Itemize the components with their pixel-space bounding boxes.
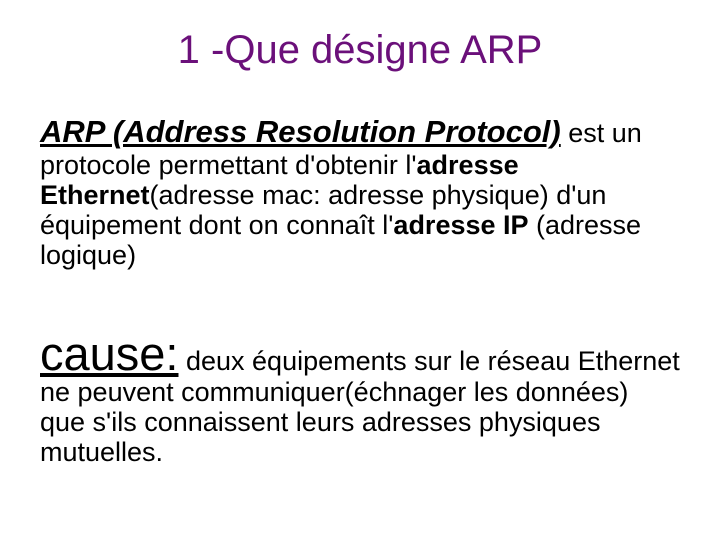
paragraph-arp-definition: ARP (Address Resolution Protocol) est un… — [40, 115, 680, 271]
slide: 1 -Que désigne ARP ARP (Address Resoluti… — [0, 0, 720, 540]
arp-term: ARP (Address Resolution Protocol) — [40, 114, 561, 149]
bold-ip-address: adresse IP — [393, 210, 528, 240]
paragraph-cause: cause: deux équipements sur le réseau Et… — [40, 330, 680, 468]
slide-title: 1 -Que désigne ARP — [0, 28, 720, 72]
cause-heading: cause: — [40, 327, 178, 380]
